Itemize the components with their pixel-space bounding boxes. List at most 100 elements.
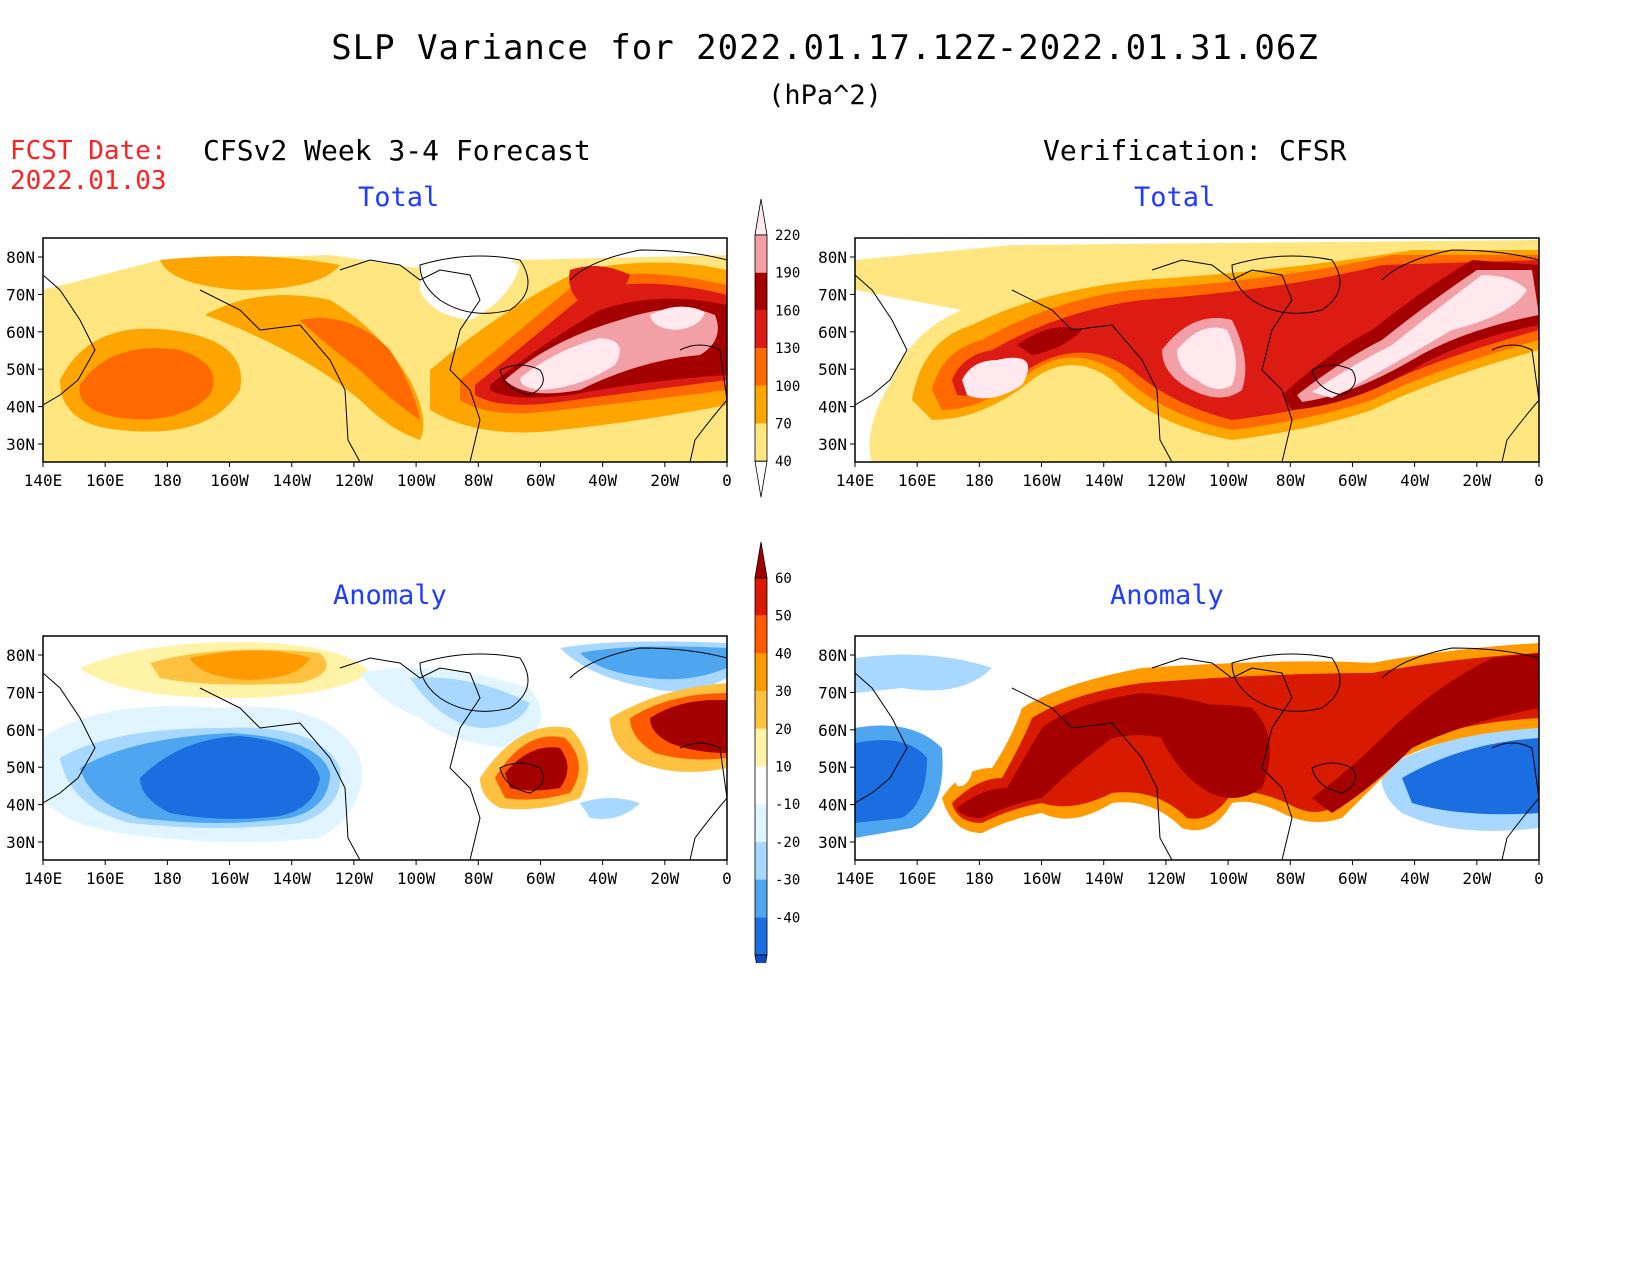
colorbar-anomaly-segment [755,917,767,955]
colorbar-anomaly-segment [755,766,767,805]
verification-column-title: Verification: CFSR [1043,134,1347,167]
lon-label: 180 [153,471,182,490]
panel-title-verif-anomaly: Anomaly [1110,580,1224,611]
lon-label: 80W [464,869,493,888]
lon-label: 0 [722,471,732,490]
colorbar-total-label: 40 [775,454,792,470]
lat-label: 50N [6,360,35,379]
lat-label: 70N [6,285,35,304]
panel-title-fcst-total: Total [358,182,440,213]
lon-label: 120W [1147,869,1186,888]
lon-label: 0 [1534,471,1544,490]
lon-label: 100W [397,471,436,490]
colorbar-total-segment [755,310,767,349]
lon-label: 160E [898,471,937,490]
lat-labels-fcst-total: 80N 70N 60N 50N 40N 30N [6,248,43,454]
lat-label: 40N [818,796,847,815]
colorbar-total-label: 220 [775,228,800,244]
lat-label: 60N [6,323,35,342]
map-verif-anomaly: 80N 70N 60N 50N 40N 30N 140E 160E 180 160W 140W 12… [818,635,1544,888]
colorbar-anomaly-segment [755,728,767,767]
main-title: SLP Variance for 2022.01.17.12Z-2022.01.… [331,28,1319,68]
colorbar-anomaly-max-triangle [754,541,768,579]
lon-label: 160E [898,869,937,888]
colorbar-anomaly-label: -10 [775,797,800,813]
lat-label: 50N [6,758,35,777]
lon-label: 180 [965,869,994,888]
lon-label: 140E [836,471,875,490]
lon-label: 0 [722,869,732,888]
lon-label: 20W [1462,471,1491,490]
lat-label: 60N [6,721,35,740]
lat-label: 30N [818,833,847,852]
lat-label: 70N [818,285,847,304]
lat-label: 70N [6,683,35,702]
lon-label: 60W [526,471,555,490]
lon-label: 60W [1338,471,1367,490]
lon-label: 0 [1534,869,1544,888]
fcst-date-value: 2022.01.03 [10,166,167,196]
lon-label: 140E [836,869,875,888]
lon-label: 60W [1338,869,1367,888]
lon-labels-fcst-total: 140E 160E 180 160W 140W 120W 100W 80W 60W 40W 20W 0 [24,462,732,490]
lon-label: 140W [272,471,311,490]
lon-labels-verif-total: 140E 160E 180 160W 140W 120W 100W 80W 60W 40W 20W 0 [836,462,1544,490]
lon-label: 100W [1209,869,1248,888]
lon-label: 160W [210,869,249,888]
lat-labels-verif-total: 80N 70N 60N 50N 40N 30N [818,248,855,454]
lat-label: 50N [818,758,847,777]
colorbar-anomaly-label: 50 [775,609,792,625]
colorbar-total-min-triangle [754,460,768,498]
lon-label: 40W [588,869,617,888]
lat-label: 80N [6,646,35,665]
fcst-date-block: FCST Date: 2022.01.03 [10,136,167,196]
lat-labels-fcst-anomaly: 80N 70N 60N 50N 40N 30N [6,646,43,852]
colorbar-anomaly-segment [755,615,767,654]
lon-label: 160E [86,869,125,888]
lon-label: 20W [650,869,679,888]
colorbar-anomaly-segment [755,578,767,616]
colorbar-anomaly-min-triangle [754,954,768,963]
lon-label: 20W [650,471,679,490]
lon-label: 160W [210,471,249,490]
lon-label: 40W [1400,471,1429,490]
lon-label: 120W [335,471,374,490]
map-fcst-total: 80N 70N 60N 50N 40N 30N 140E 160E 180 160W 140W 12… [6,237,732,490]
map-fcst-anomaly: 80N 70N 60N 50N 40N 30N 140E 160E 180 160W 140W 12… [6,635,732,888]
lon-labels-fcst-anomaly: 140E 160E 180 160W 140W 120W 100W 80W 60W 40W 20W 0 [24,860,732,888]
colorbar-anomaly-label: -20 [775,835,800,851]
lon-label: 120W [1147,471,1186,490]
colorbar-anomaly-segment [755,879,767,918]
lon-label: 80W [1276,869,1305,888]
colorbar-total: 40 70 100 130 160 190 220 [754,198,800,498]
colorbar-anomaly-label: -40 [775,910,800,926]
lon-label: 120W [335,869,374,888]
colorbar-anomaly-label: 40 [775,646,792,662]
units-label: (hPa^2) [768,80,882,111]
colorbar-anomaly-segment [755,804,767,842]
lon-label: 180 [965,471,994,490]
colorbar-total-segment [755,423,767,462]
lon-label: 80W [464,471,493,490]
lon-label: 60W [526,869,555,888]
lon-label: 140E [24,471,63,490]
lat-label: 70N [818,683,847,702]
lat-label: 30N [818,435,847,454]
lat-label: 80N [818,248,847,267]
lon-label: 40W [1400,869,1429,888]
colorbar-anomaly-label: 30 [775,684,792,700]
lon-label: 140W [1084,869,1123,888]
lon-label: 80W [1276,471,1305,490]
lon-label: 160W [1022,471,1061,490]
colorbar-total-max-triangle [754,198,768,236]
map-verif-total: 80N 70N 60N 50N 40N 30N 140E 160E 180 160W 140W 12… [818,237,1544,490]
colorbar-total-label: 160 [775,303,800,319]
lat-label: 40N [6,796,35,815]
lat-label: 30N [6,435,35,454]
colorbar-anomaly-label: 20 [775,722,792,738]
lon-label: 180 [153,869,182,888]
lon-label: 100W [397,869,436,888]
colorbar-total-segment [755,348,767,386]
lat-label: 60N [818,323,847,342]
colorbar-anomaly-label: 60 [775,571,792,587]
